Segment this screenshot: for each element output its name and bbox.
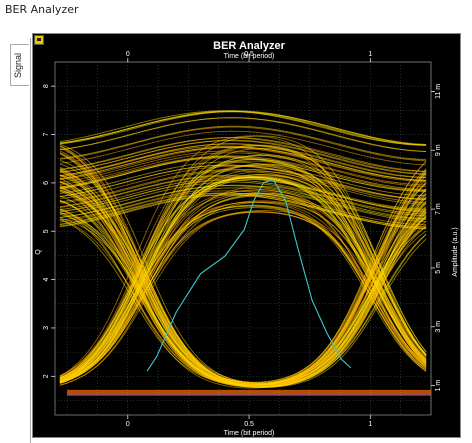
amp-tick-label: 9 m <box>435 144 442 156</box>
eye-trace <box>59 145 427 181</box>
ber-series-line <box>146 179 352 372</box>
amp-tick-label: 1 m <box>435 380 442 392</box>
eye-trace <box>59 126 427 162</box>
graph-settings-icon[interactable] <box>34 35 44 45</box>
eye-trace <box>59 110 427 145</box>
y-tick-label: 7 <box>43 132 50 136</box>
amp-tick-label: 11 m <box>435 84 442 99</box>
eye-trace <box>59 147 427 182</box>
eye-trace <box>59 110 427 146</box>
bottom-axis-label: Time (bit period) <box>224 430 275 437</box>
x-tick-label-bottom: 1 <box>368 421 372 428</box>
eye-trace <box>59 143 427 179</box>
y-tick-label: 5 <box>43 229 50 233</box>
eye-trace <box>59 135 427 382</box>
tab-signal[interactable]: Signal <box>10 44 29 86</box>
eye-trace <box>59 155 427 191</box>
x-tick-label-top: 1 <box>368 51 372 58</box>
eye-diagram-chart: 0 0.5 1 0 0.5 1 2 3 4 5 6 7 8 1 m 3 m 5 m 7 m 9 m 11 m BER… <box>35 40 459 437</box>
plot-frame <box>54 61 432 416</box>
zero-level-band <box>67 389 431 396</box>
eye-trace <box>59 190 427 380</box>
amp-tick-label: 5 m <box>435 262 442 274</box>
amp-tick-label: 3 m <box>435 321 442 333</box>
eye-trace <box>59 144 427 378</box>
eye-trace <box>59 185 427 220</box>
eye-trace <box>59 125 427 161</box>
x-tick-label-bottom: 0.5 <box>244 421 254 428</box>
y-tick-label: 3 <box>43 326 50 330</box>
y-tick-label: 6 <box>43 181 50 185</box>
eye-trace <box>59 164 427 200</box>
eye-trace <box>59 189 427 386</box>
eye-trace <box>59 153 427 383</box>
eye-trace <box>59 192 427 228</box>
eye-trace <box>59 137 427 172</box>
eye-trace <box>59 157 427 192</box>
eye-trace <box>59 194 427 229</box>
chart-title: BER Analyzer <box>213 40 285 52</box>
y-tick-label: 4 <box>43 278 50 282</box>
eye-trace <box>59 174 427 210</box>
amp-tick-label: 7 m <box>435 203 442 215</box>
left-axis-label: Q <box>35 249 42 255</box>
eye-trace <box>59 211 427 384</box>
x-tick-label-bottom: 0 <box>126 421 130 428</box>
eye-trace <box>59 176 427 382</box>
eye-trace <box>59 137 427 173</box>
eye-trace <box>59 139 427 175</box>
eye-trace <box>59 158 427 379</box>
y-tick-label: 8 <box>43 84 50 88</box>
eye-trace <box>59 152 427 188</box>
right-axis-label: Amplitude (a.u.) <box>452 227 459 276</box>
eye-trace <box>59 135 427 377</box>
eye-trace <box>59 170 427 388</box>
x-tick-label-top: 0 <box>126 51 130 58</box>
eye-trace <box>59 191 427 386</box>
eye-trace <box>59 187 427 222</box>
eye-trace <box>59 161 427 197</box>
eye-trace <box>59 181 427 217</box>
ber-series <box>146 179 352 372</box>
eye-trace <box>59 130 427 166</box>
eye-trace <box>59 200 427 383</box>
y-tick-label: 2 <box>43 374 50 378</box>
tab-strip <box>8 38 31 443</box>
axes: 0 0.5 1 0 0.5 1 2 3 4 5 6 7 8 1 m 3 m 5 m 7 m 9 m 11 m <box>43 51 442 428</box>
eye-trace <box>59 219 427 386</box>
eye-trace <box>59 168 427 204</box>
eye-trace <box>59 204 427 383</box>
x-tick-label-top: 0.5 <box>244 51 254 58</box>
eye-trace <box>59 194 427 384</box>
eye-trace <box>59 195 427 381</box>
eye-trace <box>59 150 427 186</box>
eye-trace <box>59 110 427 146</box>
window-title: BER Analyzer <box>5 3 79 16</box>
eye-traces <box>59 110 431 396</box>
eye-trace <box>59 210 427 386</box>
top-axis-label: Time (bit period) <box>224 53 275 60</box>
eye-trace <box>59 117 427 152</box>
eye-trace <box>59 184 427 220</box>
ber-plot-panel: 0 0.5 1 0 0.5 1 2 3 4 5 6 7 8 1 m 3 m 5 m 7 m 9 m 11 m BER… <box>32 33 461 438</box>
tab-signal-label: Signal <box>13 52 23 78</box>
eye-trace <box>59 189 427 388</box>
